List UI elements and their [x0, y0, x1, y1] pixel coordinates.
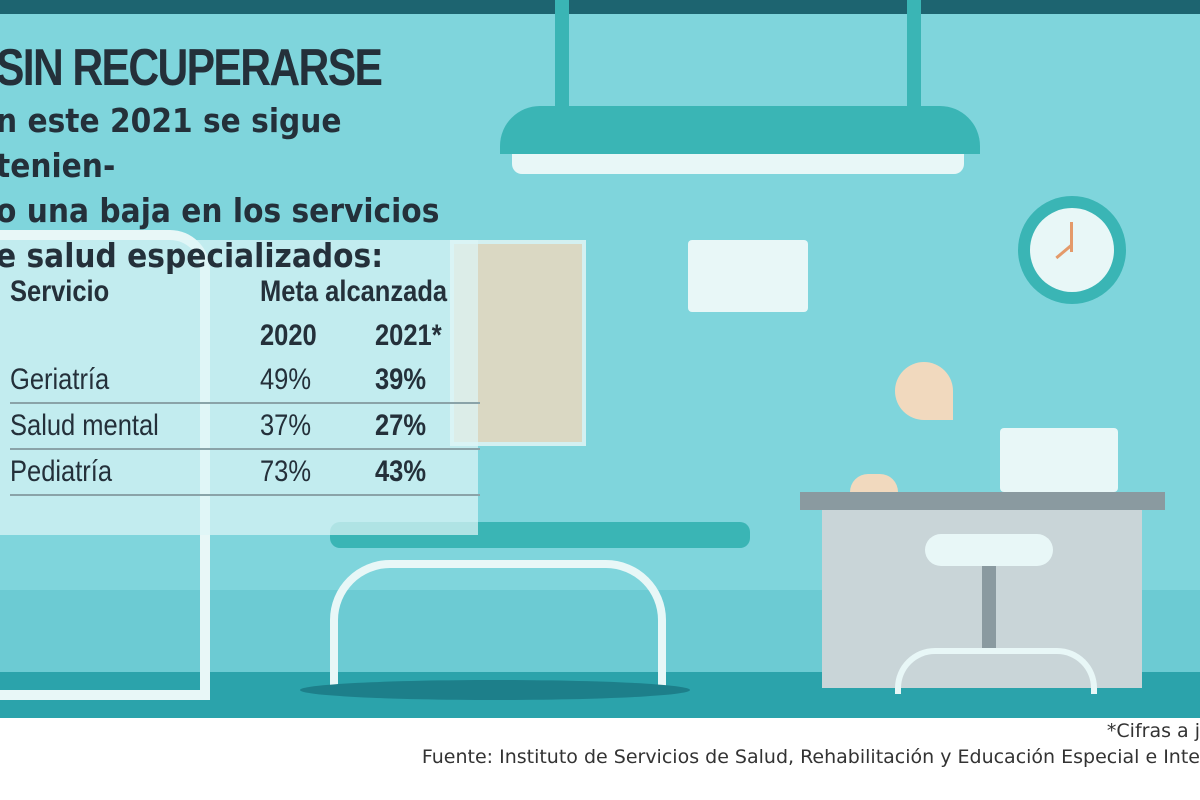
footnotes: *Cifras a j Fuente: Instituto de Servici…: [0, 718, 1200, 770]
ceiling-lamp-rod: [907, 0, 921, 110]
table-row: Geriatría 49% 39%: [10, 358, 481, 404]
subtitle-line: o una baja en los servicios: [0, 191, 440, 230]
header-year-2021: 2021*: [375, 319, 443, 352]
cell-2020: 37%: [260, 409, 312, 442]
footnote: *Cifras a j: [1106, 720, 1200, 742]
desk-lamp-base: [850, 474, 898, 492]
header-meta: Meta alcanzada: [260, 275, 448, 308]
wall-notice: [688, 240, 808, 312]
data-table: Servicio Meta alcanzada 2020 2021* Geria…: [10, 270, 481, 496]
cell-service: Salud mental: [10, 409, 159, 442]
subtitle-line: n este 2021 se sigue tenien-: [0, 101, 342, 185]
stool-seat: [925, 534, 1053, 566]
ceiling-lamp-light: [512, 154, 964, 174]
subtitle-line: e salud especializados:: [0, 236, 384, 275]
desk-lamp: [895, 362, 953, 420]
illustration-background: [0, 0, 1200, 718]
cell-2021: 43%: [375, 455, 427, 488]
table-row: Pediatría 73% 43%: [10, 449, 481, 496]
subtitle: n este 2021 se sigue tenien- o una baja …: [0, 98, 464, 278]
source: Fuente: Instituto de Servicios de Salud,…: [421, 746, 1200, 768]
cell-service: Pediatría: [10, 455, 113, 488]
header-year-2020: 2020: [260, 319, 317, 352]
ceiling-lamp-rod: [555, 0, 569, 110]
table-row: Salud mental 37% 27%: [10, 403, 481, 450]
laptop: [1000, 428, 1118, 492]
stool-base: [895, 648, 1097, 694]
ceiling-lamp: [500, 106, 980, 154]
stretcher-legs: [330, 560, 666, 688]
clock-icon: [1018, 196, 1126, 304]
page-title: SIN RECUPERARSE: [0, 39, 383, 97]
cell-2021: 27%: [375, 409, 427, 442]
header-service: Servicio: [10, 275, 110, 308]
shadow: [300, 680, 690, 700]
cell-2020: 49%: [260, 363, 312, 396]
cell-2020: 73%: [260, 455, 312, 488]
cell-2021: 39%: [375, 363, 427, 396]
cell-service: Geriatría: [10, 363, 110, 396]
desk-top: [800, 492, 1165, 510]
top-bar: [0, 0, 1200, 14]
stool-leg: [982, 566, 996, 650]
